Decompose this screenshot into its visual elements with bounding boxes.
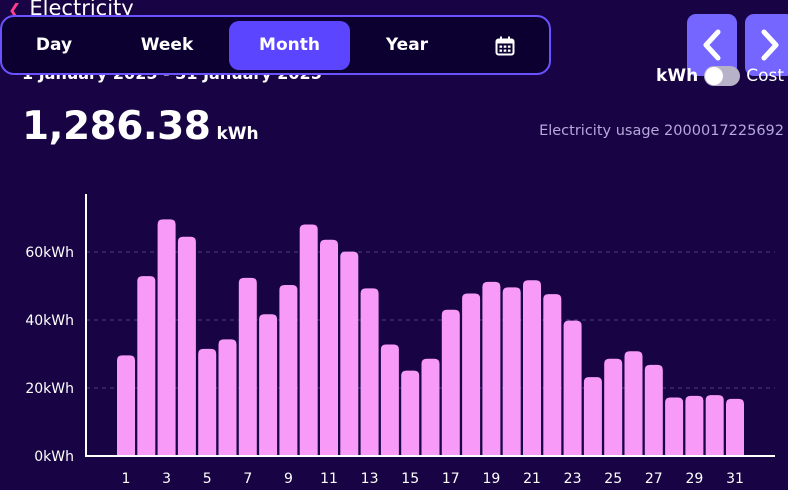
y-tick-label: 40kWh [25,313,74,329]
x-tick-label: 25 [604,471,622,487]
chart-bar[interactable] [583,377,602,456]
toggle-label-cost: Cost [746,66,784,86]
chart-bar[interactable] [157,219,176,456]
x-tick-label: 9 [284,471,293,487]
calendar-button[interactable] [464,21,546,70]
chart-bar[interactable] [380,344,399,456]
chart-bar[interactable] [117,355,135,456]
x-tick-label: 1 [122,471,131,487]
x-tick-label: 23 [564,471,582,487]
chevron-right-icon [761,29,779,61]
y-tick-label: 60kWh [25,245,74,261]
period-tabs: Day Week Month Year [0,15,551,75]
toggle-knob [705,67,724,85]
x-tick-label: 15 [401,471,419,487]
chart-bar[interactable] [218,339,237,456]
next-month-button[interactable] [745,14,788,76]
x-tick-label: 27 [645,471,663,487]
chart-bar[interactable] [340,251,359,456]
x-tick-label: 13 [361,471,379,487]
chart-bar[interactable] [685,395,704,456]
usage-label: Electricity usage 2000017225692 [539,123,784,139]
chart-bar[interactable] [137,276,156,456]
chart-bar[interactable] [705,395,724,456]
chart-bar[interactable] [441,309,460,456]
chart-bar[interactable] [482,281,501,456]
chart-bar[interactable] [177,236,196,456]
x-tick-label: 5 [203,471,212,487]
chart-bar[interactable] [726,398,744,456]
chart-bar[interactable] [299,224,318,456]
prev-month-button[interactable] [687,14,737,76]
chart-bar[interactable] [421,358,440,456]
tab-month[interactable]: Month [229,21,350,70]
total-usage: 1,286.38 kWh [22,104,259,149]
chart-bar[interactable] [238,277,257,456]
chart-bar[interactable] [502,287,521,456]
chart-bar[interactable] [543,294,562,456]
y-tick-label: 0kWh [34,449,74,465]
chart-bar[interactable] [198,348,217,456]
chart-bar[interactable] [259,314,278,456]
back-arrow-icon[interactable]: ❮ [8,0,22,19]
toggle-label-kwh: kWh [656,66,699,86]
chart-bar[interactable] [279,284,298,456]
total-unit: kWh [216,124,259,144]
unit-toggle[interactable] [704,66,741,86]
y-tick-label: 20kWh [25,381,74,397]
chevron-left-icon [703,29,721,61]
total-value: 1,286.38 [22,104,211,149]
x-tick-label: 3 [162,471,171,487]
unit-toggle-group: kWh Cost [656,66,784,86]
chart-bar[interactable] [563,320,582,456]
chart-bar[interactable] [624,351,643,456]
chart-bar[interactable] [665,397,684,456]
chart-bar[interactable] [523,280,541,456]
x-tick-label: 17 [442,471,460,487]
tab-year[interactable]: Year [385,35,429,55]
x-tick-label: 7 [243,471,252,487]
chart-bar[interactable] [644,364,663,456]
chart-bar[interactable] [401,370,420,456]
chart-bar[interactable] [604,358,623,456]
x-tick-label: 11 [320,471,338,487]
chart-bar[interactable] [360,288,379,456]
chart-bar[interactable] [462,293,481,456]
x-tick-label: 19 [482,471,500,487]
x-tick-label: 29 [685,471,703,487]
x-tick-label: 21 [523,471,541,487]
tab-week[interactable]: Week [140,35,194,55]
calendar-icon [495,36,515,55]
chart-bar[interactable] [320,239,338,456]
x-tick-label: 31 [726,471,744,487]
tab-day[interactable]: Day [35,35,73,55]
